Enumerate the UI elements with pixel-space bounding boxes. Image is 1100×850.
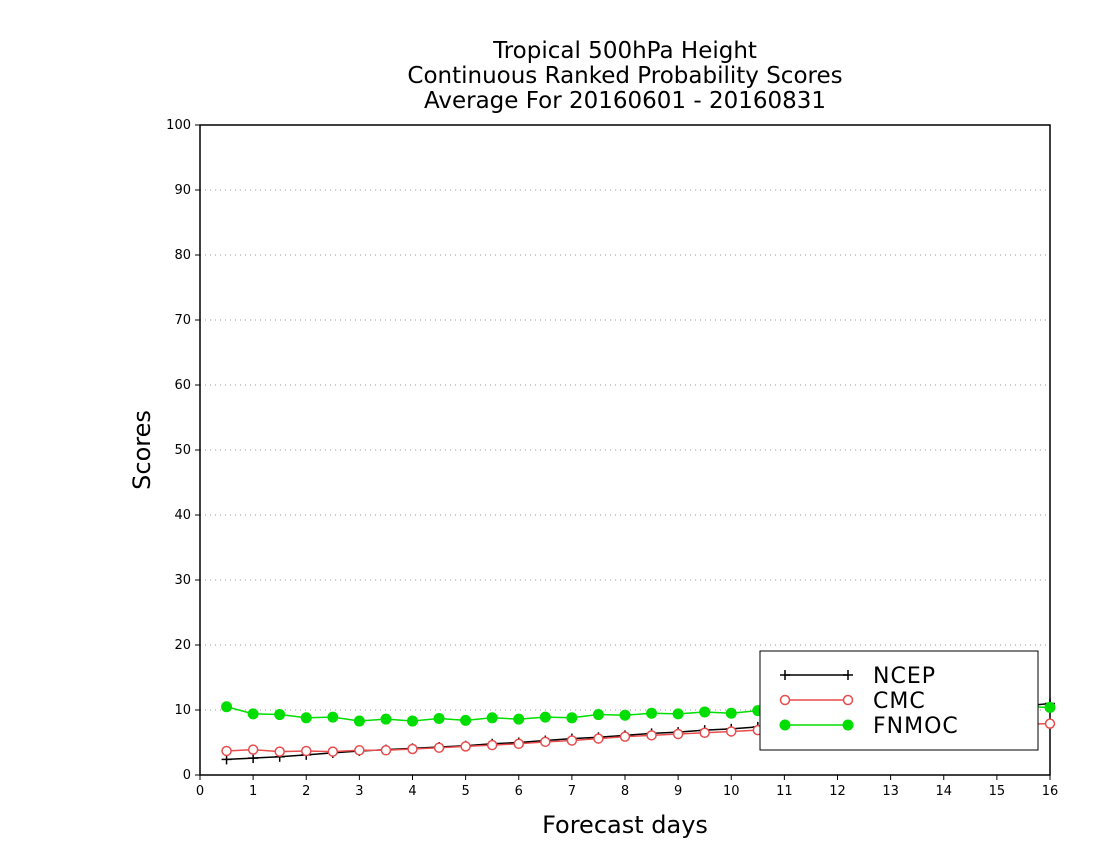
data-point-fnmoc — [247, 708, 259, 720]
x-tick-label: 5 — [461, 784, 469, 799]
x-tick-label: 13 — [882, 784, 899, 799]
legend-marker-cmc — [842, 694, 854, 706]
data-point-fnmoc — [672, 708, 684, 720]
x-tick-label: 8 — [621, 784, 629, 799]
data-point-cmc — [646, 730, 657, 741]
data-point-fnmoc — [486, 712, 498, 724]
data-point-cmc — [726, 726, 737, 737]
x-axis: 0 1 2 3 4 5 6 7 8 9 10 11 12 13 14 15 16 — [196, 775, 1058, 799]
y-tick-label: 100 — [166, 118, 191, 133]
legend-label-ncep: NCEP — [873, 664, 936, 689]
x-tick-label: 11 — [776, 784, 793, 799]
data-point-cmc — [672, 728, 684, 740]
chart-title-line: Tropical 500hPa Height — [492, 38, 757, 64]
legend-marker-fnmoc — [842, 719, 854, 731]
data-point-fnmoc — [433, 712, 445, 724]
y-tick-label: 10 — [174, 703, 191, 718]
data-point-fnmoc — [460, 714, 472, 726]
data-point-cmc — [247, 744, 259, 755]
x-tick-label: 9 — [674, 784, 682, 799]
data-point-cmc — [354, 745, 365, 756]
y-tick-label: 20 — [174, 638, 191, 653]
data-point-fnmoc — [619, 709, 631, 721]
y-tick-label: 30 — [174, 573, 191, 588]
y-axis: 0 10 20 30 40 50 60 70 80 90 100 — [166, 118, 200, 783]
data-point-cmc — [566, 735, 578, 746]
y-tick-label: 60 — [174, 378, 191, 393]
y-tick-label: 50 — [174, 443, 191, 458]
x-axis-label: Forecast days — [542, 811, 708, 839]
data-point-cmc — [513, 738, 524, 750]
data-point-cmc — [407, 743, 418, 755]
legend-marker-ncep — [843, 670, 853, 680]
data-point-cmc — [433, 742, 445, 753]
y-tick-label: 70 — [174, 313, 191, 328]
x-tick-label: 4 — [408, 784, 416, 799]
data-point-fnmoc — [221, 701, 233, 713]
data-point-cmc — [327, 746, 339, 757]
data-point-fnmoc — [566, 712, 578, 724]
legend-label-fnmoc: FNMOC — [873, 714, 959, 739]
y-axis-label: Scores — [128, 410, 156, 490]
data-point-fnmoc — [353, 715, 365, 727]
data-point-fnmoc — [725, 707, 737, 719]
data-point-fnmoc — [699, 706, 711, 718]
legend-label-cmc: CMC — [873, 689, 926, 714]
data-point-fnmoc — [300, 712, 312, 724]
data-point-cmc — [1044, 718, 1056, 729]
data-point-cmc — [221, 745, 232, 757]
chart-title-line: Continuous Ranked Probability Scores — [407, 63, 842, 89]
data-point-fnmoc — [1044, 701, 1056, 713]
data-point-cmc — [460, 741, 471, 752]
data-point-cmc — [301, 745, 312, 757]
x-tick-label: 6 — [515, 784, 523, 799]
data-point-fnmoc — [274, 709, 286, 721]
y-tick-label: 80 — [174, 248, 191, 263]
data-point-fnmoc — [592, 709, 604, 721]
data-point-cmc — [699, 727, 710, 738]
x-tick-label: 16 — [1042, 784, 1059, 799]
data-point-cmc — [593, 733, 604, 744]
legend-marker-ncep — [780, 670, 790, 680]
y-tick-label: 0 — [183, 768, 191, 783]
data-point-fnmoc — [539, 711, 551, 723]
y-tick-label: 90 — [174, 183, 191, 198]
x-tick-label: 14 — [935, 784, 952, 799]
x-tick-label: 3 — [355, 784, 363, 799]
data-point-cmc — [486, 739, 498, 751]
data-point-fnmoc — [327, 711, 339, 723]
data-point-cmc — [274, 746, 285, 757]
data-point-fnmoc — [380, 713, 392, 725]
data-point-fnmoc — [513, 713, 525, 725]
legend-marker-fnmoc — [779, 719, 791, 731]
data-point-cmc — [619, 731, 631, 742]
legend-item-ncep: NCEP — [780, 664, 936, 689]
grid-lines — [200, 189, 1050, 711]
x-tick-label: 2 — [302, 784, 310, 799]
legend-item-fnmoc: FNMOC — [779, 714, 959, 739]
data-point-cmc — [380, 745, 392, 756]
x-tick-label: 1 — [249, 784, 257, 799]
data-point-cmc — [540, 736, 551, 748]
x-tick-label: 10 — [723, 784, 740, 799]
x-tick-label: 12 — [829, 784, 846, 799]
data-point-fnmoc — [646, 707, 658, 719]
y-tick-label: 40 — [174, 508, 191, 523]
chart-title-line: Average For 20160601 - 20160831 — [424, 88, 826, 114]
legend-marker-cmc — [779, 694, 791, 706]
data-point-fnmoc — [407, 715, 418, 727]
x-tick-label: 15 — [989, 784, 1006, 799]
x-tick-label: 7 — [568, 784, 576, 799]
x-tick-label: 0 — [196, 784, 204, 799]
legend-item-cmc: CMC — [779, 689, 926, 714]
